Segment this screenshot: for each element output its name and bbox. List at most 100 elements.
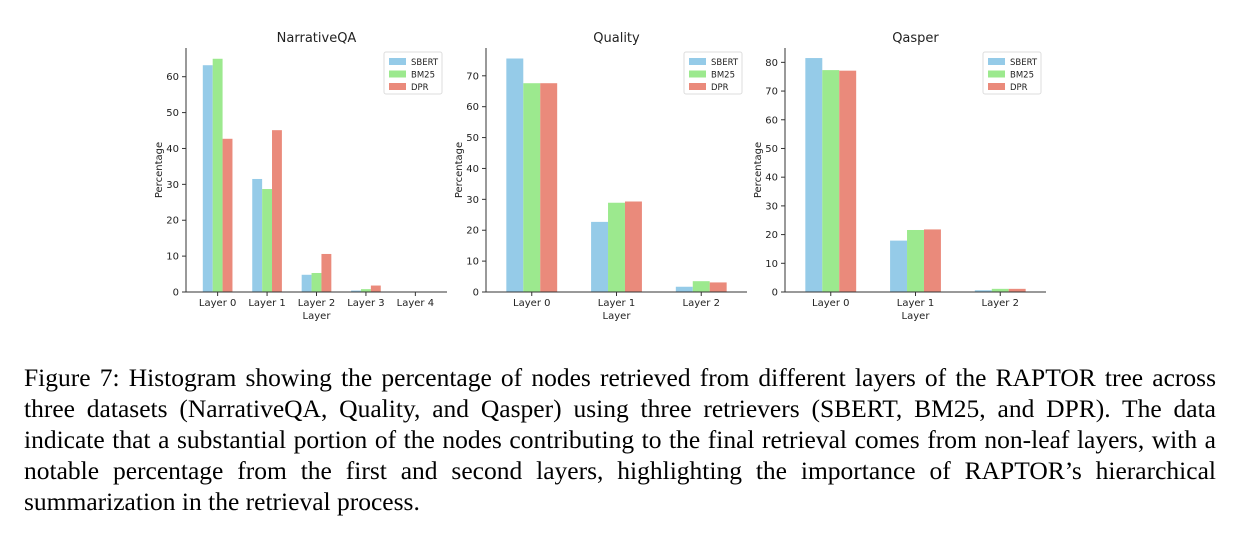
bar-sbert-layer-0	[506, 58, 524, 292]
y-axis-label: Percentage	[753, 142, 764, 198]
bar-bm25-layer-2	[991, 288, 1009, 292]
y-tick-label: 40	[166, 144, 179, 155]
y-tick-label: 40	[765, 173, 778, 184]
y-tick-label: 20	[765, 230, 778, 241]
legend-swatch-dpr	[389, 83, 406, 90]
bar-sbert-layer-0	[202, 65, 213, 292]
x-tick-label: Layer 0	[812, 298, 849, 309]
y-axis-label: Percentage	[154, 142, 165, 198]
x-tick-label: Layer 1	[598, 298, 635, 309]
legend-entry-bm25: BM25	[411, 71, 435, 81]
y-tick-label: 50	[765, 144, 778, 155]
y-tick-label: 0	[173, 288, 179, 299]
x-tick-label: Layer 3	[347, 298, 384, 309]
figure-charts: NarrativeQA 0 10 20 30 40 50 60 Layer 0 Layer 1 La…	[154, 31, 1046, 322]
x-tick-label: Layer 2	[982, 298, 1019, 309]
legend-entry-bm25: BM25	[1010, 71, 1034, 81]
bar-sbert-layer-1	[890, 240, 908, 292]
legend-swatch-bm25	[988, 70, 1005, 78]
legend-swatch-sbert	[988, 58, 1005, 65]
bar-dpr-layer-1	[272, 130, 282, 292]
y-tick-label: 70	[466, 71, 479, 82]
y-tick-label: 70	[765, 87, 778, 98]
chart-title: Qasper	[892, 31, 939, 46]
bar-bm25-layer-1	[608, 202, 625, 292]
bar-dpr-layer-3	[370, 285, 381, 292]
y-tick-label: 30	[166, 180, 179, 191]
bar-sbert-layer-0	[805, 58, 823, 292]
legend-entry-sbert: SBERT	[711, 58, 739, 68]
bar-bm25-layer-1	[907, 229, 924, 292]
bar-charts-svg: NarrativeQA 0 10 20 30 40 50 60 Layer 0 Layer 1 La…	[154, 31, 1046, 322]
bar-dpr-layer-0	[222, 138, 233, 292]
x-tick-label: Layer 1	[897, 298, 934, 309]
legend-swatch-dpr	[988, 83, 1005, 90]
x-tick-label: Layer 0	[513, 298, 550, 309]
bar-bm25-layer-1	[262, 189, 273, 292]
bar-dpr-layer-1	[624, 201, 642, 292]
y-tick-label: 60	[466, 102, 479, 113]
x-tick-label: Layer 2	[683, 298, 720, 309]
y-tick-label: 40	[466, 164, 479, 175]
chart-qasper: Qasper 0 10 20 30 40 50 60 70 80 Layer 0 Layer 1 Lay…	[753, 31, 1046, 322]
figure-caption: Figure 7: Histogram showing the percenta…	[24, 363, 1216, 516]
bar-dpr-layer-1	[923, 229, 941, 292]
bar-dpr-layer-0	[540, 83, 558, 292]
x-axis-label: Layer	[303, 311, 332, 322]
y-tick-label: 50	[166, 108, 179, 119]
chart-quality: Quality 0 10 20 30 40 50 60 70 Layer 0 Layer 1 Laye…	[454, 31, 747, 322]
y-tick-label: 60	[166, 72, 179, 83]
legend-entry-bm25: BM25	[711, 71, 735, 81]
legend-swatch-sbert	[689, 58, 706, 65]
x-tick-label: Layer 2	[298, 298, 335, 309]
legend-swatch-bm25	[689, 70, 706, 78]
y-tick-label: 80	[765, 58, 778, 69]
chart-title: NarrativeQA	[277, 31, 357, 46]
bar-sbert-layer-1	[591, 221, 609, 292]
bar-sbert-layer-1	[252, 178, 263, 292]
bar-bm25-layer-0	[212, 58, 223, 292]
bar-bm25-layer-0	[822, 70, 840, 292]
bar-dpr-layer-2	[709, 282, 727, 292]
legend-swatch-sbert	[389, 58, 406, 65]
x-axis-label: Layer	[902, 311, 931, 322]
legend-entry-dpr: DPR	[411, 83, 429, 93]
y-tick-label: 20	[166, 216, 179, 227]
legend: SBERT BM25 DPR	[683, 51, 743, 95]
legend-entry-dpr: DPR	[1010, 83, 1028, 93]
legend-entry-sbert: SBERT	[411, 58, 439, 68]
y-tick-label: 10	[466, 257, 479, 268]
legend: SBERT BM25 DPR	[982, 51, 1042, 95]
bar-dpr-layer-0	[839, 70, 857, 293]
y-tick-label: 20	[466, 226, 479, 237]
y-tick-label: 50	[466, 133, 479, 144]
bar-dpr-layer-2	[1008, 288, 1026, 292]
legend-swatch-bm25	[389, 70, 406, 78]
bar-bm25-layer-2	[311, 272, 322, 292]
legend: SBERT BM25 DPR	[383, 51, 443, 95]
y-tick-label: 30	[466, 195, 479, 206]
legend-entry-sbert: SBERT	[1010, 58, 1038, 68]
chart-title: Quality	[593, 31, 640, 46]
x-tick-label: Layer 1	[248, 298, 285, 309]
y-tick-label: 0	[473, 288, 479, 299]
x-tick-label: Layer 0	[199, 298, 236, 309]
bar-sbert-layer-2	[301, 274, 312, 292]
y-tick-label: 10	[166, 252, 179, 263]
bar-sbert-layer-2	[974, 290, 992, 292]
y-axis-label: Percentage	[454, 142, 465, 198]
bar-sbert-layer-3	[351, 290, 361, 292]
bar-bm25-layer-3	[360, 289, 371, 292]
bar-dpr-layer-2	[321, 253, 332, 292]
y-tick-label: 30	[765, 201, 778, 212]
legend-entry-dpr: DPR	[711, 83, 729, 93]
bar-bm25-layer-2	[692, 281, 710, 292]
y-tick-label: 10	[765, 259, 778, 270]
bar-bm25-layer-0	[523, 83, 541, 292]
y-tick-label: 0	[772, 288, 778, 299]
x-axis-label: Layer	[603, 311, 632, 322]
chart-narrativeqa: NarrativeQA 0 10 20 30 40 50 60 Layer 0 Layer 1 La…	[154, 31, 447, 322]
x-tick-label: Layer 4	[397, 298, 434, 309]
bar-sbert-layer-2	[675, 286, 693, 292]
y-tick-label: 60	[765, 115, 778, 126]
